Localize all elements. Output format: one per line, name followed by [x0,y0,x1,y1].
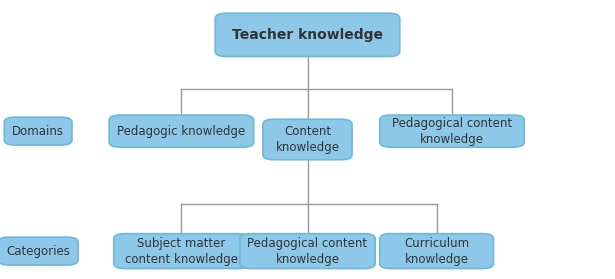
FancyBboxPatch shape [109,115,253,147]
Text: Pedagogical content
knowledge: Pedagogical content knowledge [392,117,512,146]
Text: Content
knowledge: Content knowledge [276,125,339,154]
FancyBboxPatch shape [379,115,524,147]
Text: Pedagogic knowledge: Pedagogic knowledge [117,125,245,138]
FancyBboxPatch shape [215,13,400,56]
FancyBboxPatch shape [0,237,78,265]
FancyBboxPatch shape [263,119,352,160]
FancyBboxPatch shape [240,234,375,268]
FancyBboxPatch shape [379,234,493,268]
FancyBboxPatch shape [4,117,72,145]
Text: Domains: Domains [12,125,64,138]
Text: Teacher knowledge: Teacher knowledge [232,28,383,42]
Text: Pedagogical content
knowledge: Pedagogical content knowledge [247,237,368,266]
FancyBboxPatch shape [114,234,249,268]
Text: Categories: Categories [6,245,70,258]
Text: Curriculum
knowledge: Curriculum knowledge [404,237,469,266]
Text: Subject matter
content knowledge: Subject matter content knowledge [125,237,238,266]
